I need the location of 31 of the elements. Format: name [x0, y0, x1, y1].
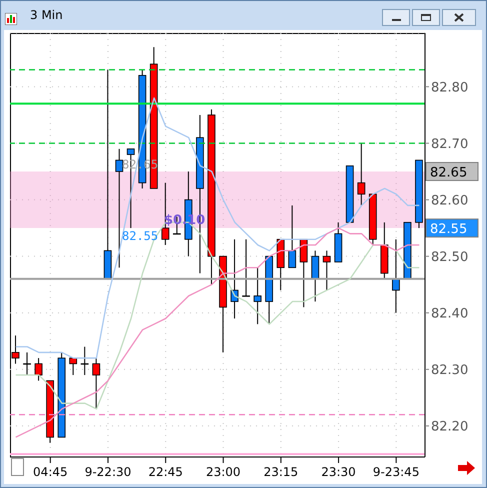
candlestick [288, 204, 296, 268]
y-tick-label: 82.20 [431, 420, 468, 435]
y-tick-label: 82.50 [431, 250, 468, 265]
candlestick [392, 238, 400, 314]
candlestick [242, 238, 250, 297]
candlestick [115, 148, 124, 268]
candlestick [69, 358, 78, 376]
candlestick [322, 250, 331, 291]
x-tick-label: 23:00 [206, 465, 241, 479]
line-series [15, 227, 420, 438]
x-tick-label: 23:30 [321, 465, 356, 479]
x-tick-label: 04:45 [33, 465, 68, 479]
x-tick-label: 23:15 [264, 465, 298, 479]
x-tick-label: 9-23:45 [372, 465, 420, 479]
annotation: 82.65 [122, 158, 158, 172]
x-tick-label: 22:45 [148, 465, 183, 479]
candlestick [357, 142, 366, 206]
candlestick [92, 358, 100, 410]
x-tick-label: 9-22:30 [84, 465, 132, 479]
text: 82.55 [430, 222, 468, 238]
candlestick [311, 250, 320, 302]
y-tick-label: 82.70 [431, 136, 468, 152]
text: 82.65 [430, 166, 468, 181]
y-tick-label: 82.60 [431, 193, 468, 208]
chart-title: 3 Min [30, 8, 63, 22]
y-tick-label: 82.40 [431, 306, 468, 322]
candlestick [254, 267, 262, 325]
annotation: 82.55 [122, 229, 158, 244]
y-tick-label: 82.30 [431, 362, 468, 378]
candlestick [34, 358, 42, 382]
y-tick-label: 82.80 [431, 80, 468, 96]
